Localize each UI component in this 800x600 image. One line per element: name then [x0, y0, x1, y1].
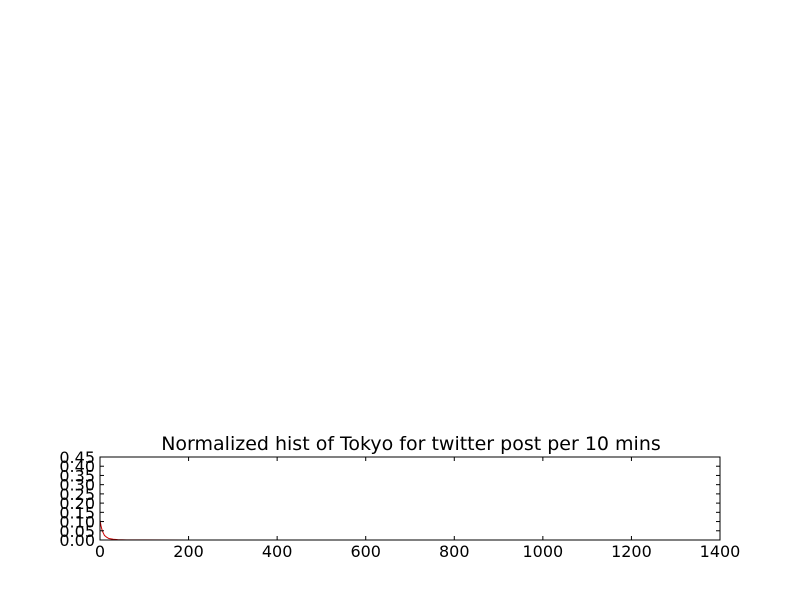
- y-tick-label: 0.00: [59, 531, 95, 550]
- axes-frame: [99, 456, 721, 541]
- x-tick-label: 1200: [611, 542, 652, 561]
- series-layer: [99, 519, 712, 541]
- series-line: [99, 519, 712, 541]
- x-tick-label: 1400: [700, 542, 741, 561]
- ticks-layer: [99, 456, 721, 541]
- y-tick-label: 0.20: [59, 494, 95, 513]
- x-tick-label: 0: [95, 542, 105, 561]
- y-tick-label: 0.25: [59, 485, 95, 504]
- x-tick-label: 1000: [522, 542, 563, 561]
- y-tick-label: 0.30: [59, 476, 95, 495]
- y-tick-label: 0.45: [59, 448, 95, 467]
- x-tick-label: 200: [173, 542, 204, 561]
- x-tick-label: 600: [350, 542, 381, 561]
- x-tick-label: 400: [262, 542, 293, 561]
- y-tick-label: 0.15: [59, 503, 95, 522]
- chart-title: Normalized hist of Tokyo for twitter pos…: [161, 433, 661, 455]
- y-tick-label: 0.05: [59, 522, 95, 541]
- x-tick-label: 800: [439, 542, 470, 561]
- y-tick-label: 0.10: [59, 513, 95, 532]
- y-tick-label: 0.40: [59, 457, 95, 476]
- tick-labels-layer: 0 200 400 600 800 1000 1200 1400 0.000.050.100.1…: [59, 448, 740, 561]
- y-tick-label: 0.35: [59, 466, 95, 485]
